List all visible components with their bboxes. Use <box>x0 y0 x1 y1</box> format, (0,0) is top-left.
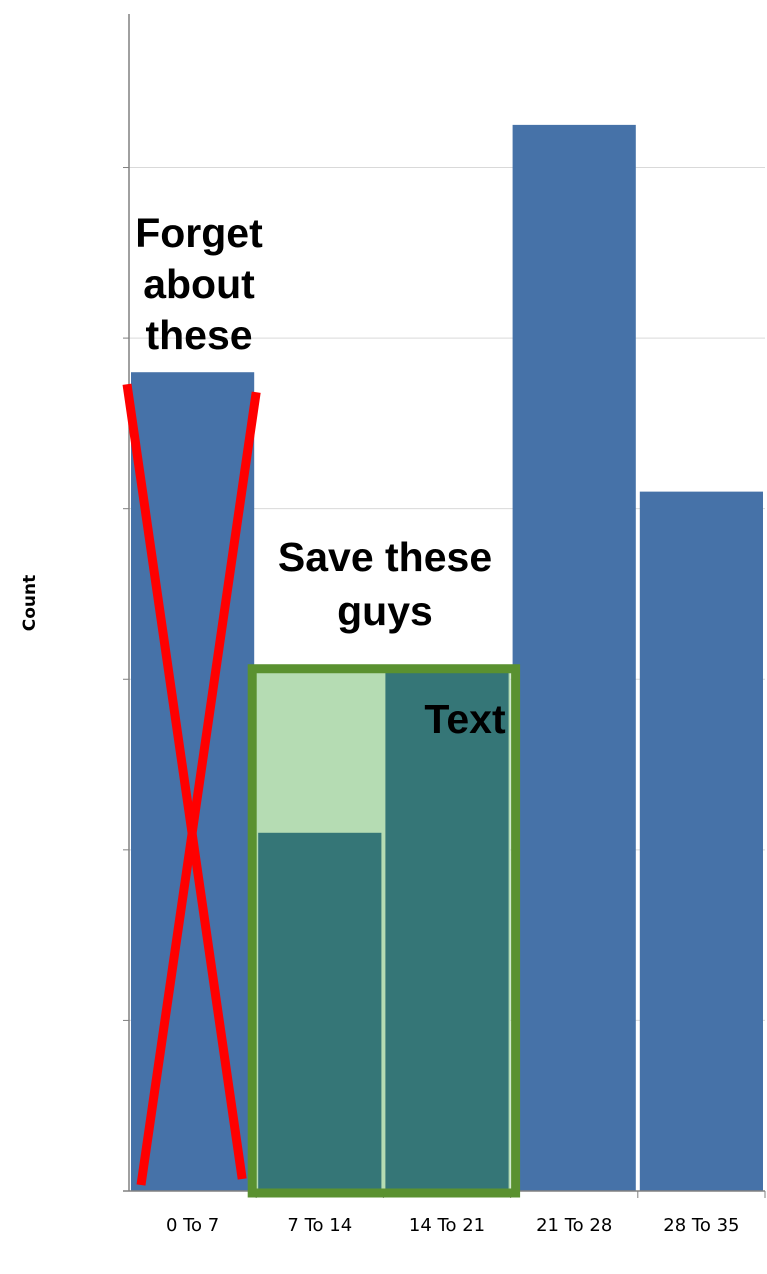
bar-21-to-28 <box>512 124 636 1191</box>
bar-28-to-35 <box>639 491 763 1192</box>
x-tick-label: 0 To 7 <box>166 1215 219 1236</box>
save-annotation-line-1: Save these <box>277 534 493 580</box>
cross-line-1 <box>122 383 247 1180</box>
x-tick-label: 7 To 14 <box>287 1215 352 1236</box>
bar-7-to-14 <box>258 832 382 1191</box>
forget-annotation-line-3: these <box>145 312 253 358</box>
save-annotation-line-2: guys <box>337 588 433 634</box>
highlight-border <box>247 664 521 1198</box>
text-annotation: Text <box>424 696 506 742</box>
x-tick-label: 21 To 28 <box>536 1215 612 1236</box>
forget-annotation-line-1: Forget <box>135 210 263 256</box>
bar-14-to-21 <box>385 670 509 1191</box>
bar-0-to-7 <box>131 372 255 1191</box>
forget-annotation: Forget about these <box>118 208 280 361</box>
forget-annotation-line-2: about <box>143 261 255 307</box>
y-axis-label: Count <box>20 574 40 632</box>
cross-line-2 <box>136 391 261 1186</box>
x-tick-label: 14 To 21 <box>409 1215 485 1236</box>
x-tick-label: 28 To 35 <box>663 1215 739 1236</box>
save-annotation: Save these guys <box>255 530 515 638</box>
